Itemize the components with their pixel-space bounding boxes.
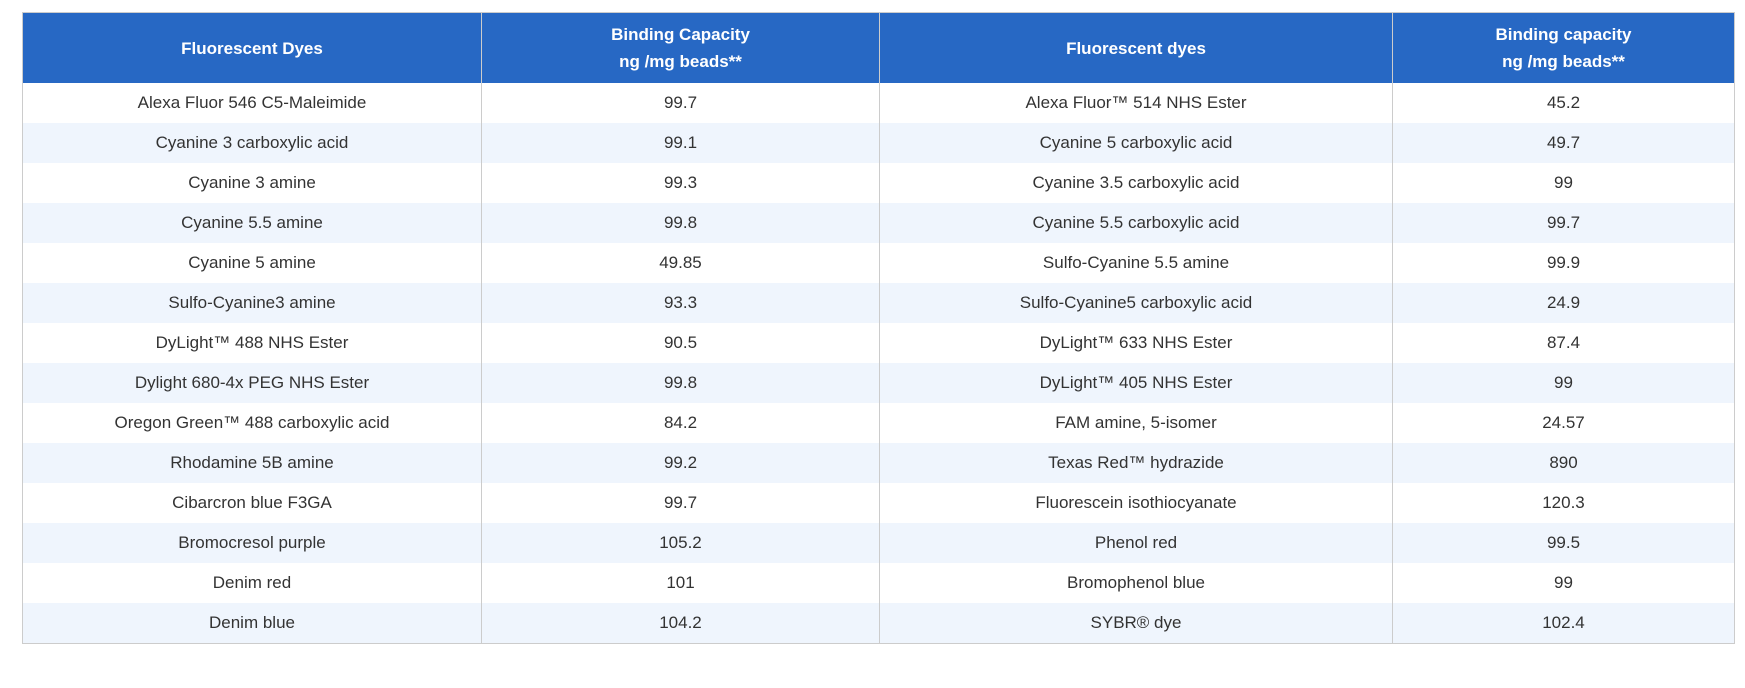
binding-value-cell: 99.8 — [481, 203, 880, 243]
binding-value-cell: 99.9 — [1392, 243, 1735, 283]
dye-name-cell: Denim blue — [209, 612, 295, 632]
table-row: Cyanine 5.5 amine 99.8 Cyanine 5.5 carbo… — [22, 203, 1735, 243]
binding-value-cell: 99.2 — [481, 443, 880, 483]
header-label-line2: ng /mg beads** — [619, 52, 742, 71]
table-row: Dylight 680-4x PEG NHS Ester 99.8 DyLigh… — [22, 363, 1735, 403]
table-row: Cyanine 3 amine 99.3 Cyanine 3.5 carboxy… — [22, 163, 1735, 203]
binding-value-cell: 99.7 — [1392, 203, 1735, 243]
table-row: Cibarcron blue F3GA 99.7 Fluorescein iso… — [22, 483, 1735, 523]
binding-value-cell: 99 — [1392, 563, 1735, 603]
dye-name-cell: Cyanine 3 carboxylic acid — [155, 133, 349, 152]
table-row: Bromocresol purple 105.2 Phenol red 99.5 — [22, 523, 1735, 563]
dye-name-cell: Sulfo-Cyanine5 carboxylic acid — [879, 283, 1393, 323]
dye-name-cell: Bromocresol purple — [178, 533, 326, 552]
table-row: Denim blue 104.2 SYBR® dye 102.4 — [22, 603, 1735, 643]
dye-name-cell: Fluorescein isothiocyanate — [879, 483, 1393, 523]
binding-value-cell: 104.2 — [481, 603, 880, 643]
dye-name-cell: Denim red — [212, 573, 292, 592]
binding-value-cell: 105.2 — [481, 523, 880, 563]
column-header-fluorescent-dyes-right: Fluorescent dyes — [879, 12, 1393, 83]
table-header: Fluorescent Dyes Binding Capacity ng /mg… — [22, 12, 1735, 83]
dye-name-cell: Phenol red — [879, 523, 1393, 563]
dye-name-cell: Sulfo-Cyanine3 amine — [168, 293, 336, 312]
dye-name-cell: DyLight™ 405 NHS Ester — [879, 363, 1393, 403]
dye-name-cell: Bromophenol blue — [879, 563, 1393, 603]
binding-value-cell: 99 — [1392, 363, 1735, 403]
binding-value-cell: 99.7 — [481, 483, 880, 523]
dye-name-cell: Cyanine 3.5 carboxylic acid — [879, 163, 1393, 203]
dye-name-cell: Dylight 680-4x PEG NHS Ester — [134, 373, 370, 392]
dye-name-cell: DyLight™ 633 NHS Ester — [879, 323, 1393, 363]
binding-value-cell: 99.8 — [481, 363, 880, 403]
table-row: Sulfo-Cyanine3 amine 93.3 Sulfo-Cyanine5… — [22, 283, 1735, 323]
binding-value-cell: 84.2 — [481, 403, 880, 443]
binding-value-cell: 90.5 — [481, 323, 880, 363]
table-row: Oregon Green™ 488 carboxylic acid 84.2 F… — [22, 403, 1735, 443]
table-row: Alexa Fluor 546 C5-Maleimide 99.7 Alexa … — [22, 83, 1735, 123]
dye-name-cell: Cyanine 5 amine — [188, 253, 316, 272]
header-label-line2: ng /mg beads** — [1502, 52, 1625, 71]
table-body: Alexa Fluor 546 C5-Maleimide 99.7 Alexa … — [22, 83, 1735, 643]
dye-name-cell: Oregon Green™ 488 carboxylic acid — [114, 413, 390, 432]
dye-name-cell: Texas Red™ hydrazide — [879, 443, 1393, 483]
header-label-line1: Binding Capacity — [611, 25, 750, 44]
binding-value-cell: 45.2 — [1392, 83, 1735, 123]
binding-value-cell: 49.85 — [481, 243, 880, 283]
binding-value-cell: 99.3 — [481, 163, 880, 203]
binding-value-cell: 93.3 — [481, 283, 880, 323]
column-header-fluorescent-dyes-left: Fluorescent Dyes — [22, 12, 482, 83]
dye-binding-capacity-table: Fluorescent Dyes Binding Capacity ng /mg… — [22, 12, 1735, 644]
dye-name-cell: Alexa Fluor 546 C5-Maleimide — [137, 93, 367, 112]
dye-name-cell: Cyanine 5.5 carboxylic acid — [879, 203, 1393, 243]
binding-value-cell: 87.4 — [1392, 323, 1735, 363]
dye-name-cell: Cibarcron blue F3GA — [172, 493, 332, 512]
dye-name-cell: FAM amine, 5-isomer — [879, 403, 1393, 443]
binding-value-cell: 49.7 — [1392, 123, 1735, 163]
header-label-line1: Binding capacity — [1495, 25, 1632, 44]
column-header-binding-capacity-right: Binding capacity ng /mg beads** — [1392, 12, 1735, 83]
header-row: Fluorescent Dyes Binding Capacity ng /mg… — [22, 12, 1735, 83]
table-row: Cyanine 5 amine 49.85 Sulfo-Cyanine 5.5 … — [22, 243, 1735, 283]
binding-value-cell: 24.9 — [1392, 283, 1735, 323]
dye-name-cell: Sulfo-Cyanine 5.5 amine — [879, 243, 1393, 283]
binding-value-cell: 99 — [1392, 163, 1735, 203]
binding-value-cell: 99.1 — [481, 123, 880, 163]
binding-value-cell: 99.7 — [481, 83, 880, 123]
table-row: Rhodamine 5B amine 99.2 Texas Red™ hydra… — [22, 443, 1735, 483]
dye-name-cell: SYBR® dye — [879, 603, 1393, 643]
binding-value-cell: 102.4 — [1392, 603, 1735, 643]
column-header-binding-capacity-left: Binding Capacity ng /mg beads** — [481, 12, 880, 83]
dye-name-cell: Cyanine 5.5 amine — [181, 213, 323, 232]
table-row: DyLight™ 488 NHS Ester 90.5 DyLight™ 633… — [22, 323, 1735, 363]
binding-value-cell: 99.5 — [1392, 523, 1735, 563]
dye-name-cell: Alexa Fluor™ 514 NHS Ester — [879, 83, 1393, 123]
dye-name-cell: Cyanine 5 carboxylic acid — [879, 123, 1393, 163]
table-row: Denim red 101 Bromophenol blue 99 — [22, 563, 1735, 603]
header-label: Fluorescent Dyes — [181, 38, 323, 58]
dye-name-cell: Cyanine 3 amine — [188, 173, 316, 192]
binding-value-cell: 890 — [1392, 443, 1735, 483]
binding-value-cell: 120.3 — [1392, 483, 1735, 523]
dye-name-cell: DyLight™ 488 NHS Ester — [155, 333, 349, 352]
table-row: Cyanine 3 carboxylic acid 99.1 Cyanine 5… — [22, 123, 1735, 163]
binding-value-cell: 101 — [481, 563, 880, 603]
dye-name-cell: Rhodamine 5B amine — [170, 453, 334, 472]
binding-value-cell: 24.57 — [1392, 403, 1735, 443]
header-label: Fluorescent dyes — [1066, 38, 1206, 58]
